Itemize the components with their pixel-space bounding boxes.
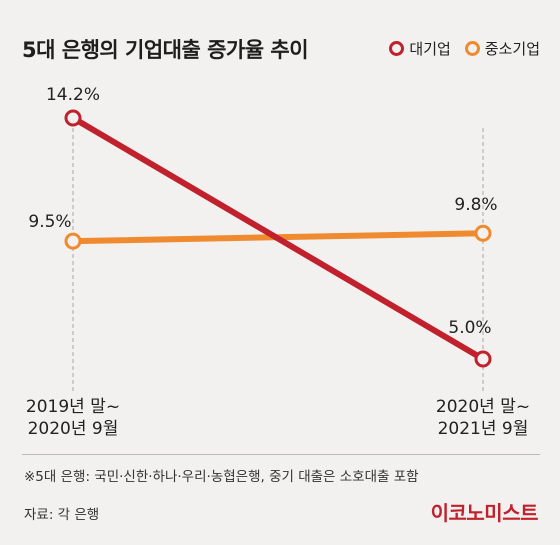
value-label-s1-1: 9.8%	[454, 195, 497, 215]
source-text: 자료: 각 은행	[24, 507, 100, 523]
series-line-0	[70, 115, 486, 362]
brand-logo: 이코노미스트	[430, 501, 539, 525]
legend-marker-red-icon	[389, 41, 405, 56]
point-s0-0	[64, 109, 82, 127]
x-tick-label-0: 2019년 말~ 2020년 9월	[26, 397, 120, 439]
point-s1-1	[474, 224, 492, 242]
legend-label-large: 대기업	[409, 40, 451, 58]
legend-item-sme: 중소기업	[464, 38, 540, 59]
line-chart: 14.2% 5.0% 9.5% 9.8% 2019년 말~ 2020년 9월 2020년 말…	[26, 85, 530, 439]
point-s1-0	[64, 232, 82, 250]
legend-marker-orange-icon	[464, 41, 480, 56]
value-label-s0-0: 14.2%	[46, 85, 100, 105]
legend: 대기업 중소기업	[389, 38, 540, 59]
chart-title: 5대 은행의 기업대출 증가율 추이	[22, 38, 309, 62]
value-label-s1-0: 9.5%	[28, 212, 71, 232]
footer-divider	[22, 454, 540, 455]
legend-item-large: 대기업	[389, 38, 451, 59]
value-label-s0-1: 5.0%	[448, 318, 491, 338]
point-s0-1	[474, 350, 492, 368]
x-tick-label-1: 2020년 말~ 2021년 9월	[436, 397, 530, 439]
footnote: ※5대 은행: 국민·신한·하나·우리·농협은행, 중기 대출은 소호대출 포함	[24, 469, 419, 485]
legend-label-sme: 중소기업	[484, 40, 540, 58]
